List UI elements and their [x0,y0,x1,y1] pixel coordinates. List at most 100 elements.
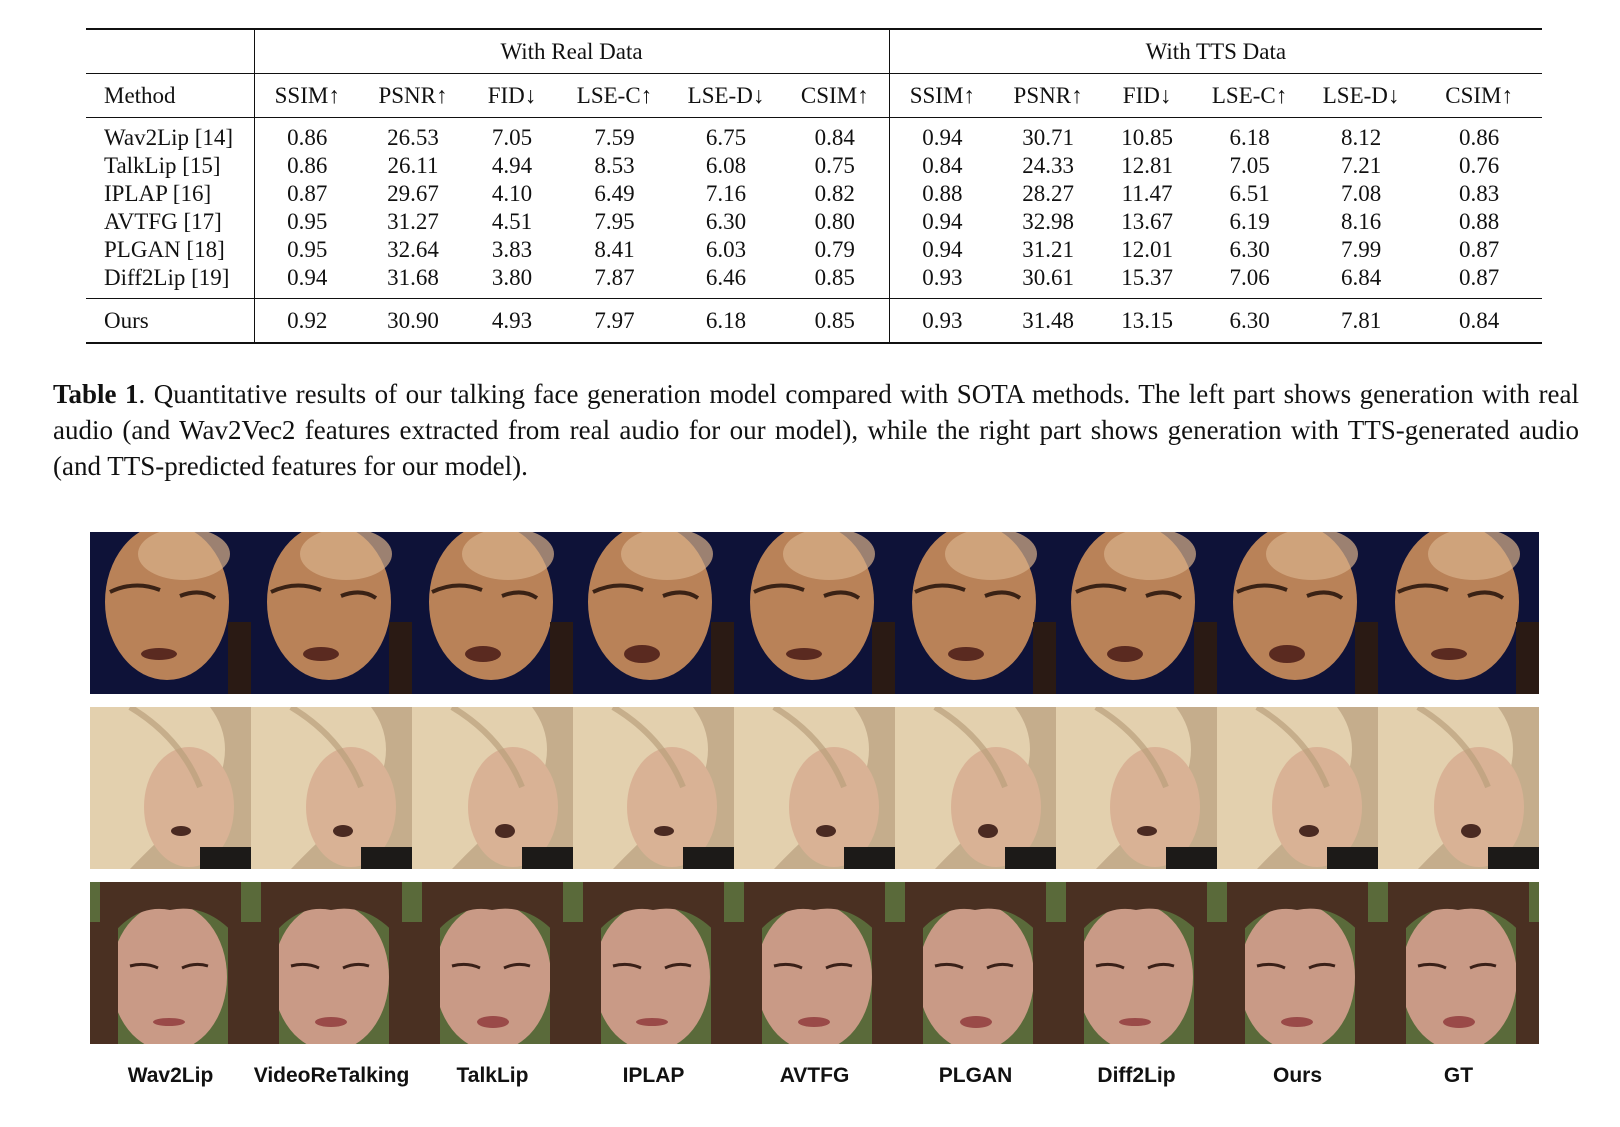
face-image [251,532,412,694]
value-cell: 30.71 [1022,125,1074,150]
face-thumbnail [734,532,895,694]
value-cell: 6.49 [594,181,635,206]
value-cell: 0.84 [1416,298,1543,344]
face-thumbnail [251,707,412,869]
value-cell: 12.81 [1121,153,1173,178]
table-row: TalkLip [15] 0.86 26.11 4.94 8.53 6.08 0.75 0.8… [86,152,1542,180]
group-tts-data: With TTS Data [889,28,1543,74]
column-label: GT [1443,1064,1474,1087]
value-cell: 0.79 [781,236,890,264]
face-thumbnail [895,882,1056,1044]
face-image [1378,882,1539,1044]
value-cell: 11.47 [1121,181,1173,206]
metric-header: LSE-D↓ [671,73,781,118]
face-image [734,882,895,1044]
value-cell: 24.33 [1022,153,1074,178]
face-image [90,707,251,869]
value-cell: 28.27 [1022,181,1074,206]
column-header-row: Method SSIM↑ PSNR↑ FID↓ LSE-C↑ LSE-D↓ CS… [86,73,1543,118]
value-cell: 30.61 [995,264,1102,299]
face-image [1378,532,1539,694]
face-image [895,882,1056,1044]
value-cell: 7.95 [594,209,635,234]
value-cell: 0.84 [922,153,963,178]
face-image [90,532,251,694]
face-thumbnail [251,882,412,1044]
value-cell: 0.88 [1458,209,1500,234]
group-header-row: With Real Data With TTS Data [86,28,1543,74]
value-cell: 0.92 [254,298,360,344]
value-cell: 32.98 [1022,209,1074,234]
face-thumbnail [573,882,734,1044]
value-cell: 6.46 [671,264,781,299]
value-cell: 0.86 [287,125,328,150]
value-cell: 0.95 [287,209,328,234]
value-cell: 6.18 [1229,125,1270,150]
face-thumbnail [734,707,895,869]
value-cell: 0.85 [781,264,890,299]
face-thumbnail [1056,882,1217,1044]
value-cell: 6.75 [705,125,747,150]
face-thumbnail [1217,882,1378,1044]
value-cell: 0.94 [254,264,360,299]
value-cell: 7.05 [1229,153,1270,178]
face-image [90,882,251,1044]
face-image [412,532,573,694]
column-label: AVTFG [779,1064,850,1087]
column-label: PLGAN [938,1064,1013,1087]
column-label: IPLAP [622,1064,685,1087]
group-empty-cell [86,28,255,74]
column-label: VideoReTalking [253,1064,410,1087]
face-thumbnail [895,532,1056,694]
face-thumbnail [251,532,412,694]
metric-header: LSE-C↑ [558,73,671,118]
column-label: Wav2Lip [127,1064,214,1087]
group-real-data: With Real Data [254,28,890,74]
value-cell: 26.11 [387,153,439,178]
value-cell: 7.81 [1306,298,1417,344]
face-image [251,882,412,1044]
face-image [573,882,734,1044]
value-cell: 7.97 [558,298,671,344]
value-cell: 7.21 [1340,153,1382,178]
value-cell: 8.12 [1340,125,1382,150]
value-cell: 0.95 [287,237,328,262]
face-thumbnail [734,882,895,1044]
value-cell: 0.94 [922,237,963,262]
value-cell: 7.99 [1340,237,1382,262]
value-cell: 6.03 [705,237,747,262]
value-cell: 6.08 [705,153,747,178]
table-row: PLGAN [18] 0.95 32.64 3.83 8.41 6.03 0.79 0.94 3… [86,236,1542,264]
metric-header: LSE-D↓ [1306,73,1417,118]
value-cell: 0.85 [781,298,890,344]
face-thumbnail [1378,707,1539,869]
face-image [1217,882,1378,1044]
value-cell: 13.67 [1121,209,1173,234]
face-thumbnail [573,707,734,869]
value-cell: 32.64 [387,237,439,262]
value-cell: 0.82 [781,180,890,208]
value-cell: 30.90 [360,298,466,344]
face-image [1217,532,1378,694]
table-row: AVTFG [17] 0.95 31.27 4.51 7.95 6.30 0.80 0.94 3… [86,208,1542,236]
value-cell: 4.93 [466,298,558,344]
table-row: Wav2Lip [14] 0.86 26.53 7.05 7.59 6.75 0.84 0.9… [86,117,1542,152]
value-cell: 26.53 [387,125,439,150]
value-cell: 6.30 [705,209,747,234]
value-cell: 0.93 [889,264,996,299]
face-image [412,882,573,1044]
face-image [251,707,412,869]
face-thumbnail [1378,882,1539,1044]
value-cell: 7.05 [491,125,533,150]
column-label: TalkLip [456,1064,529,1087]
value-cell: 29.67 [387,181,439,206]
face-image [895,707,1056,869]
value-cell: 4.94 [491,153,533,178]
metric-header: CSIM↑ [781,73,890,118]
value-cell: 0.87 [287,181,328,206]
value-cell: 0.94 [922,209,963,234]
caption-text: . Quantitative results of our talking fa… [53,379,1579,481]
table-row: IPLAP [16] 0.87 29.67 4.10 6.49 7.16 0.82 0.88 2… [86,180,1542,208]
method-cell: Diff2Lip [19] [86,264,255,299]
table-row: Diff2Lip [19] 0.94 31.68 3.80 7.87 6.46 0.85 0.… [86,264,1543,299]
